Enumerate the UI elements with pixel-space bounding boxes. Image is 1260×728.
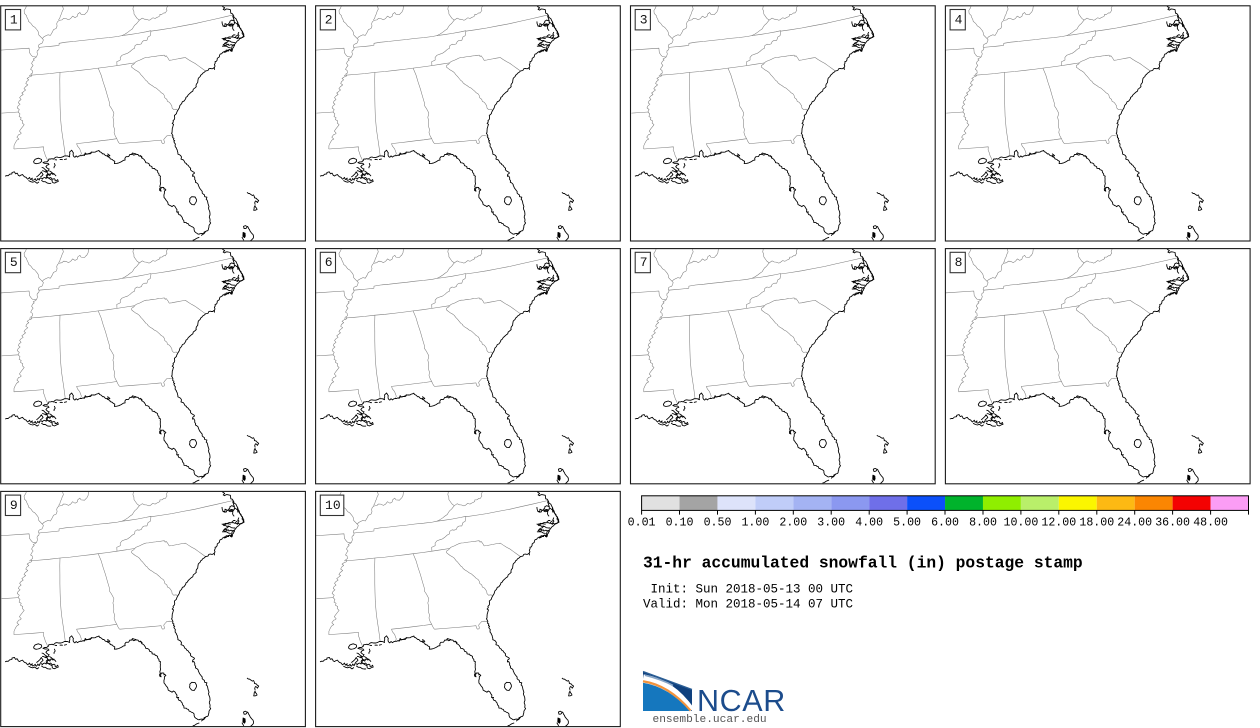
svg-text:2.00: 2.00 (779, 516, 807, 529)
svg-text:10.00: 10.00 (1004, 516, 1039, 529)
svg-text:0.01: 0.01 (628, 516, 656, 529)
svg-text:12.00: 12.00 (1041, 516, 1076, 529)
svg-text:36.00: 36.00 (1155, 516, 1190, 529)
svg-text:6: 6 (325, 255, 333, 270)
svg-text:18.00: 18.00 (1079, 516, 1114, 529)
svg-text:0.50: 0.50 (704, 516, 732, 529)
svg-text:7: 7 (640, 255, 648, 270)
svg-text:3.00: 3.00 (817, 516, 845, 529)
svg-text:8: 8 (955, 255, 963, 270)
svg-text:Valid: Mon 2018-05-14 07 UTC: Valid: Mon 2018-05-14 07 UTC (643, 598, 853, 612)
svg-text:1: 1 (10, 12, 18, 27)
svg-text:5: 5 (10, 255, 18, 270)
svg-text:31-hr accumulated snowfall (in: 31-hr accumulated snowfall (in) postage … (643, 554, 1083, 573)
svg-text:4.00: 4.00 (855, 516, 883, 529)
svg-text:3: 3 (640, 12, 648, 27)
svg-text:NCAR: NCAR (697, 684, 786, 718)
svg-text:8.00: 8.00 (969, 516, 997, 529)
svg-text:9: 9 (10, 498, 18, 513)
svg-text:24.00: 24.00 (1117, 516, 1152, 529)
svg-text:4: 4 (955, 12, 963, 27)
svg-text:10: 10 (325, 498, 341, 513)
svg-text:0.10: 0.10 (666, 516, 694, 529)
svg-text:Init: Sun 2018-05-13 00 UTC: Init: Sun 2018-05-13 00 UTC (651, 583, 854, 597)
svg-text:1.00: 1.00 (741, 516, 769, 529)
svg-text:6.00: 6.00 (931, 516, 959, 529)
svg-text:5.00: 5.00 (893, 516, 921, 529)
svg-text:ensemble.ucar.edu: ensemble.ucar.edu (653, 714, 767, 726)
svg-text:2: 2 (325, 12, 333, 27)
svg-text:48.00: 48.00 (1193, 516, 1228, 529)
